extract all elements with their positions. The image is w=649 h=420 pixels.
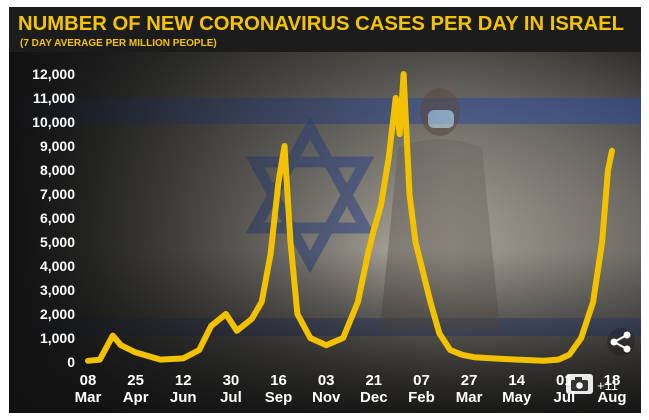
share-button[interactable]: [607, 328, 635, 356]
y-tick-label: 5,000: [40, 234, 75, 250]
y-tick-label: 4,000: [40, 258, 75, 274]
share-icon: [610, 331, 631, 353]
y-axis-ticks: 0 1,000 2,000 3,000 4,000 5,000 6,000 7,000 8,00…: [32, 66, 75, 370]
y-tick-label: 7,000: [40, 186, 75, 202]
camera-icon: [571, 377, 588, 391]
y-tick-label: 10,000: [32, 114, 75, 130]
y-tick-label: 1,000: [40, 330, 75, 346]
y-tick-label: 0: [67, 354, 75, 370]
x-tick-day: 12: [175, 372, 192, 389]
x-tick-month: Apr: [123, 389, 149, 406]
series-layer: [85, 71, 615, 364]
x-tick-day: 21: [365, 372, 382, 389]
x-tick-day: 08: [80, 372, 97, 389]
x-tick-day: 18: [604, 372, 621, 389]
x-tick-day: 07: [413, 372, 430, 389]
y-tick-label: 2,000: [40, 306, 75, 322]
x-tick-month: Jul: [220, 389, 242, 406]
y-tick-label: 3,000: [40, 282, 75, 298]
x-tick-day: 16: [270, 372, 287, 389]
x-tick-month: Jun: [170, 389, 197, 406]
y-tick-label: 8,000: [40, 162, 75, 178]
x-tick-month: May: [502, 389, 532, 406]
x-tick-month: Mar: [75, 389, 102, 406]
x-tick-day: 14: [508, 372, 525, 389]
y-tick-label: 9,000: [40, 138, 75, 154]
x-axis-ticks: 08Mar25Apr12Jun30Jul16Sep03Nov21Dec07Feb…: [75, 372, 627, 406]
x-tick-month: Feb: [408, 389, 435, 406]
x-tick-month: Mar: [456, 389, 483, 406]
y-tick-label: 11,000: [33, 90, 75, 106]
series-line: [85, 71, 615, 364]
x-tick-month: Nov: [312, 389, 341, 406]
x-tick-day: 30: [223, 372, 240, 389]
x-tick-month: Aug: [597, 389, 626, 406]
y-tick-label: 6,000: [40, 210, 75, 226]
chart-title: NUMBER OF NEW CORONAVIRUS CASES PER DAY …: [18, 12, 624, 35]
photo-credit[interactable]: +11: [566, 374, 618, 394]
x-tick-month: Sep: [265, 389, 293, 406]
photo-credit-count: +11: [597, 378, 618, 393]
chart-subtitle: (7 DAY AVERAGE PER MILLION PEOPLE): [20, 38, 217, 49]
x-tick-month: Dec: [360, 389, 388, 406]
x-tick-day: 27: [461, 372, 478, 389]
y-tick-label: 12,000: [32, 66, 75, 82]
x-tick-day: 25: [127, 372, 144, 389]
background-photo: [9, 7, 641, 413]
x-tick-day: 03: [318, 372, 335, 389]
